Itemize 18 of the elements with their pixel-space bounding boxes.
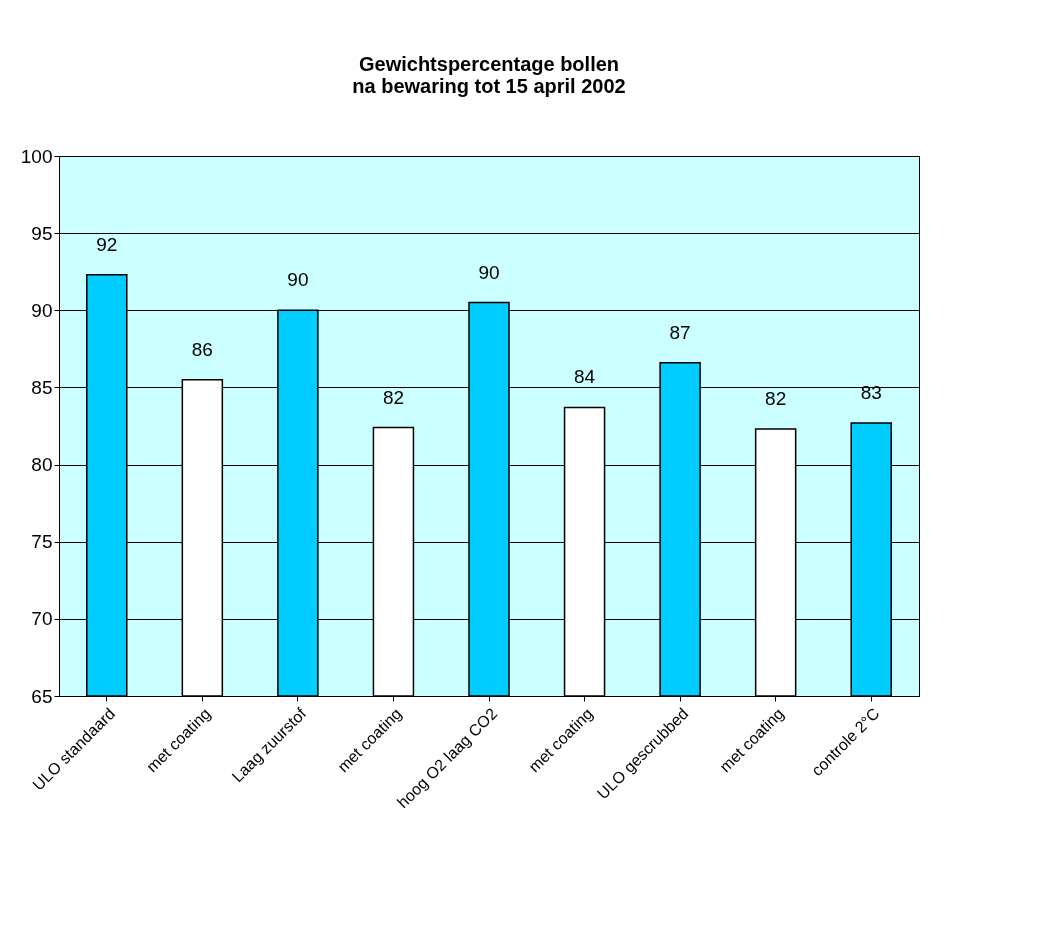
data-label: 86 (191, 338, 213, 360)
y-tick-label: 80 (31, 454, 53, 476)
text: Gewichtspercentage bollen (358, 53, 620, 75)
text: na bewaring tot 15 april 2002 (352, 75, 626, 97)
data-label: 82 (382, 386, 405, 408)
y-tick-label: 65 (31, 685, 53, 707)
data-label: 90 (287, 269, 309, 291)
data-label: 90 (478, 261, 500, 283)
y-tick-label: 90 (31, 299, 53, 321)
y-tick-label: 75 (31, 531, 53, 553)
y-tick-label: 95 (31, 222, 53, 244)
data-label: 82 (765, 388, 787, 410)
y-tick-label: 70 (31, 608, 53, 630)
y-tick-label: 100 (20, 145, 53, 167)
data-label: 87 (669, 321, 691, 343)
data-label: 92 (96, 233, 118, 255)
y-tick-label: 85 (31, 376, 53, 398)
data-label: 84 (573, 366, 596, 388)
